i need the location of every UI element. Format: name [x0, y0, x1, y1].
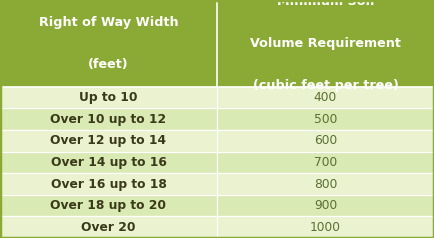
Text: Up to 10: Up to 10	[79, 91, 138, 104]
Text: Over 18 up to 20: Over 18 up to 20	[50, 199, 167, 212]
Bar	[0, 216, 217, 238]
Bar	[0, 130, 217, 152]
Bar	[217, 87, 434, 109]
Text: 600: 600	[314, 134, 337, 147]
Text: Over 12 up to 14: Over 12 up to 14	[50, 134, 167, 147]
Bar	[0, 87, 217, 109]
Bar	[217, 173, 434, 195]
Text: 500: 500	[314, 113, 337, 126]
Text: Over 14 up to 16: Over 14 up to 16	[51, 156, 166, 169]
Text: Minimum Soil

Volume Requirement

(cubic feet per tree): Minimum Soil Volume Requirement (cubic f…	[250, 0, 401, 92]
Text: 800: 800	[314, 178, 337, 191]
Bar	[0, 173, 217, 195]
Text: 400: 400	[314, 91, 337, 104]
Bar	[0, 109, 217, 130]
Text: 900: 900	[314, 199, 337, 212]
Text: Over 20: Over 20	[81, 221, 136, 234]
Text: Right of Way Width

(feet): Right of Way Width (feet)	[39, 16, 178, 71]
Bar	[217, 152, 434, 173]
Text: 700: 700	[314, 156, 337, 169]
Bar	[0, 195, 217, 216]
Text: 1000: 1000	[310, 221, 341, 234]
Bar	[217, 130, 434, 152]
Bar	[217, 216, 434, 238]
Text: Over 10 up to 12: Over 10 up to 12	[50, 113, 167, 126]
Bar	[217, 195, 434, 216]
Bar	[217, 109, 434, 130]
Bar	[0, 0, 434, 87]
Text: Over 16 up to 18: Over 16 up to 18	[51, 178, 166, 191]
Bar	[0, 152, 217, 173]
